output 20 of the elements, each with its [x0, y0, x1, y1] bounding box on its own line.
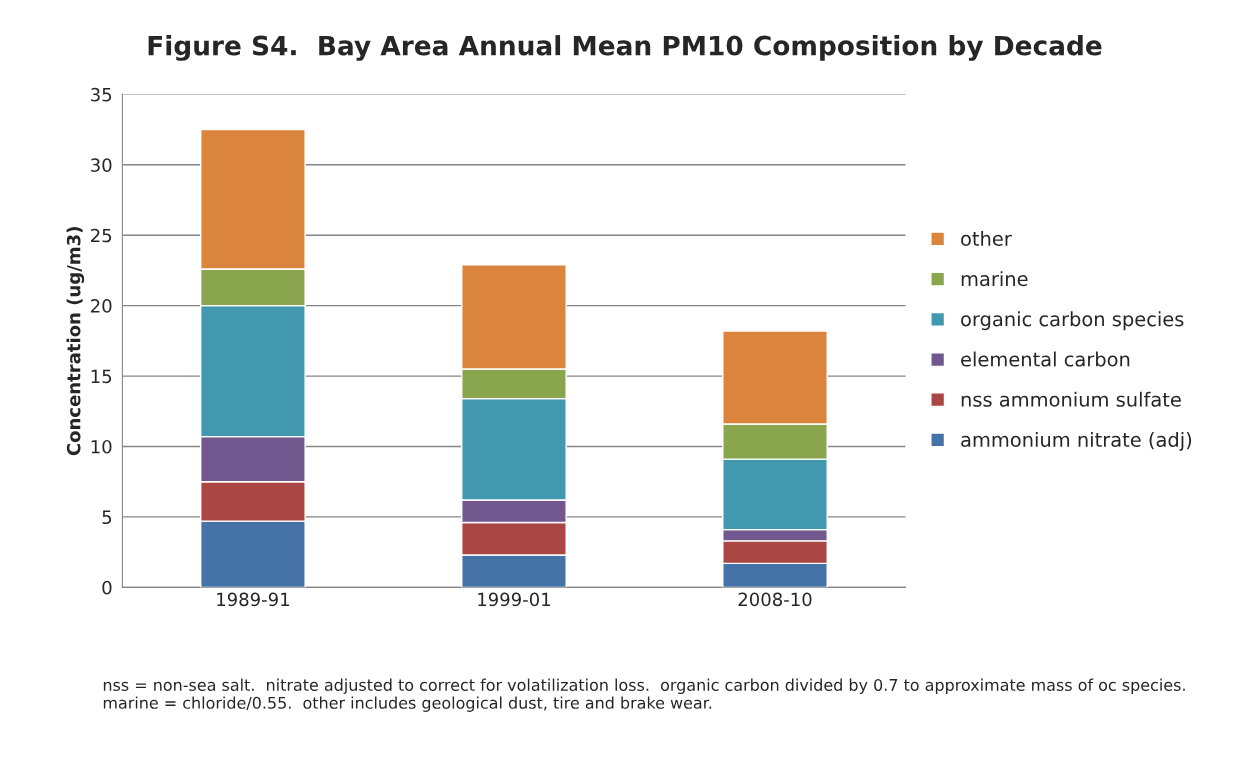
y-tick-label: 20 — [91, 299, 112, 313]
legend-label: elemental carbon — [961, 351, 1130, 367]
y-tick-label: 0 — [102, 580, 112, 595]
legend-label: marine — [961, 271, 1028, 287]
y-tick-label: 15 — [91, 369, 112, 384]
y-tick-label: 30 — [91, 158, 112, 172]
y-axis-title: Concentration (ug/m3) — [66, 227, 85, 456]
y-tick-label: 25 — [91, 228, 112, 243]
legend-label: nss ammonium sulfate — [961, 391, 1181, 407]
y-tick-label: 10 — [91, 439, 112, 454]
x-tick-label: 2008-10 — [738, 592, 812, 607]
text: nss = non-sea salt. nitrate adjusted to correct for volatilization loss. organic carbon divided by 0.7 to approximate mass of oc species. marine = chloride/0.55. other includes geological dust, tire and brake wear. — [103, 678, 1185, 712]
legend-label: other — [961, 230, 1012, 246]
x-tick-label: 1999-01 — [478, 592, 551, 607]
x-tick-label: 1989-91 — [217, 592, 289, 607]
legend-label: organic carbon species — [961, 311, 1184, 331]
chart-title: Figure S4. Bay Area Annual Mean PM10 Composition by Decade — [148, 35, 1102, 61]
legend-label: ammonium nitrate (adj) — [961, 431, 1192, 451]
y-tick-label: 35 — [91, 87, 112, 102]
y-tick-label: 5 — [102, 510, 112, 525]
